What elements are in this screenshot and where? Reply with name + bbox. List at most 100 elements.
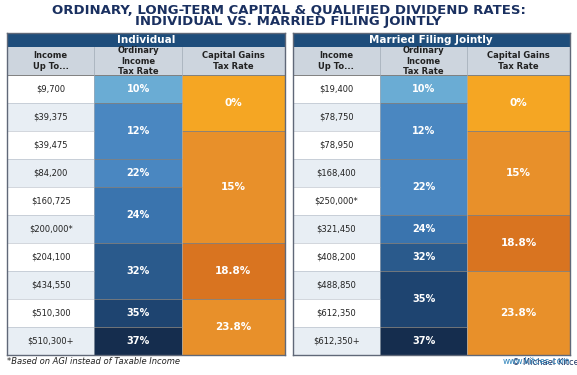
Bar: [293, 215, 380, 243]
Bar: [380, 215, 467, 243]
Text: $408,200: $408,200: [316, 252, 356, 261]
Bar: [293, 131, 380, 159]
Text: 18.8%: 18.8%: [215, 266, 252, 276]
Bar: [95, 299, 182, 327]
Bar: [293, 271, 380, 299]
Text: $510,300+: $510,300+: [28, 336, 74, 345]
Text: $250,000*: $250,000*: [314, 196, 358, 206]
Text: 15%: 15%: [506, 168, 531, 178]
Bar: [293, 159, 380, 187]
Bar: [95, 187, 182, 243]
Bar: [7, 103, 95, 131]
Bar: [7, 271, 95, 299]
Text: 15%: 15%: [220, 182, 246, 192]
Bar: [293, 299, 380, 327]
Text: 22%: 22%: [126, 168, 150, 178]
Text: $78,950: $78,950: [319, 141, 354, 150]
Text: ORDINARY, LONG-TERM CAPITAL & QUALIFIED DIVIDEND RATES:: ORDINARY, LONG-TERM CAPITAL & QUALIFIED …: [51, 4, 526, 18]
Text: www.kitces.com: www.kitces.com: [502, 357, 570, 366]
Text: 23.8%: 23.8%: [215, 322, 252, 332]
Bar: [7, 243, 95, 271]
Bar: [293, 243, 380, 271]
Bar: [467, 271, 570, 355]
Bar: [293, 103, 380, 131]
Text: $19,400: $19,400: [319, 84, 353, 93]
Bar: [7, 299, 95, 327]
Text: $78,750: $78,750: [319, 112, 354, 122]
Text: Income
Up To...: Income Up To...: [33, 51, 69, 71]
Bar: [182, 243, 284, 299]
Text: 24%: 24%: [412, 224, 435, 234]
Bar: [293, 327, 380, 355]
Text: Capital Gains
Tax Rate: Capital Gains Tax Rate: [202, 51, 264, 71]
Bar: [95, 243, 182, 299]
Bar: [7, 159, 95, 187]
Bar: [95, 47, 182, 75]
Text: $160,725: $160,725: [31, 196, 70, 206]
Text: 24%: 24%: [126, 210, 150, 220]
Bar: [293, 47, 380, 75]
Text: Individual: Individual: [117, 35, 175, 45]
Text: 0%: 0%: [510, 98, 527, 108]
Text: 37%: 37%: [412, 336, 435, 346]
Text: $488,850: $488,850: [316, 280, 356, 290]
Text: $204,100: $204,100: [31, 252, 70, 261]
Text: INDIVIDUAL VS. MARRIED FILING JOINTLY: INDIVIDUAL VS. MARRIED FILING JOINTLY: [135, 15, 442, 28]
Bar: [95, 327, 182, 355]
Bar: [95, 159, 182, 187]
Bar: [7, 327, 95, 355]
Bar: [380, 103, 467, 159]
Bar: [467, 47, 570, 75]
Text: 32%: 32%: [412, 252, 435, 262]
Text: © Michael Kitces,: © Michael Kitces,: [512, 357, 577, 366]
Bar: [467, 215, 570, 271]
Bar: [380, 271, 467, 327]
Bar: [7, 33, 284, 47]
Bar: [7, 187, 95, 215]
Bar: [467, 131, 570, 215]
Bar: [7, 131, 95, 159]
Bar: [95, 75, 182, 103]
Text: $168,400: $168,400: [316, 168, 356, 177]
Text: 12%: 12%: [126, 126, 150, 136]
Text: 35%: 35%: [126, 308, 150, 318]
Bar: [7, 47, 95, 75]
Bar: [467, 75, 570, 131]
Text: Married Filing Jointly: Married Filing Jointly: [369, 35, 493, 45]
Text: 12%: 12%: [412, 126, 435, 136]
Text: Income
Up To...: Income Up To...: [319, 51, 354, 71]
Bar: [293, 187, 380, 215]
Text: $612,350+: $612,350+: [313, 336, 359, 345]
Bar: [182, 299, 284, 355]
Text: $39,375: $39,375: [33, 112, 68, 122]
Text: Ordinary
Income
Tax Rate: Ordinary Income Tax Rate: [117, 46, 159, 76]
Bar: [7, 215, 95, 243]
Bar: [293, 33, 570, 47]
Text: $510,300: $510,300: [31, 309, 70, 318]
Text: Ordinary
Income
Tax Rate: Ordinary Income Tax Rate: [403, 46, 444, 76]
Bar: [380, 47, 467, 75]
Text: 22%: 22%: [412, 182, 435, 192]
Text: 32%: 32%: [126, 266, 150, 276]
Text: 10%: 10%: [412, 84, 435, 94]
Text: Capital Gains
Tax Rate: Capital Gains Tax Rate: [488, 51, 550, 71]
Bar: [7, 75, 95, 103]
Bar: [380, 243, 467, 271]
Text: $434,550: $434,550: [31, 280, 70, 290]
Text: 18.8%: 18.8%: [500, 238, 537, 248]
Text: $9,700: $9,700: [36, 84, 65, 93]
Text: 23.8%: 23.8%: [500, 308, 537, 318]
Text: 35%: 35%: [412, 294, 435, 304]
Bar: [380, 159, 467, 215]
Text: 37%: 37%: [126, 336, 150, 346]
Text: $39,475: $39,475: [33, 141, 68, 150]
Text: *Based on AGI instead of Taxable Income: *Based on AGI instead of Taxable Income: [7, 357, 180, 366]
Text: 10%: 10%: [126, 84, 150, 94]
Bar: [95, 103, 182, 159]
Text: $84,200: $84,200: [33, 168, 68, 177]
Text: $200,000*: $200,000*: [29, 225, 73, 234]
Bar: [182, 131, 284, 243]
Bar: [380, 327, 467, 355]
Text: $321,450: $321,450: [316, 225, 356, 234]
Bar: [380, 75, 467, 103]
